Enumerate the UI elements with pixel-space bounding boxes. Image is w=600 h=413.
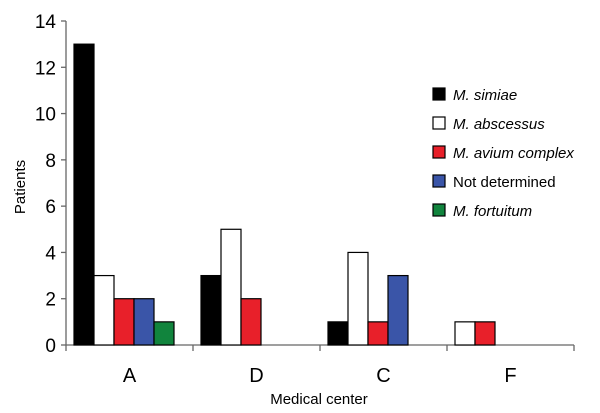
x-tick-label: A: [123, 365, 137, 387]
x-tick-label: D: [249, 365, 263, 387]
bar: [387, 274, 409, 346]
legend-swatch: [432, 203, 446, 217]
legend-label: M. abscessus: [453, 116, 545, 133]
x-tick-label: F: [504, 365, 516, 387]
legend-swatch: [432, 87, 446, 101]
legend-swatch: [432, 145, 446, 159]
legend-label: M. fortuitum: [453, 203, 532, 220]
y-tick-label: 8: [45, 151, 56, 172]
legend-label: M. simiae: [453, 87, 517, 104]
bar: [93, 274, 115, 346]
bar: [474, 321, 496, 346]
y-axis-title: Patients: [12, 160, 29, 214]
legend-swatch: [432, 116, 446, 130]
bar: [153, 321, 175, 346]
legend-label: Not determined: [453, 174, 556, 191]
bar: [454, 321, 476, 346]
y-tick-label: 10: [35, 105, 56, 126]
bar: [133, 298, 155, 346]
bar: [240, 298, 262, 346]
y-tick-label: 6: [45, 197, 56, 218]
legend: M. simiae M. abscessus M. avium complex Not…: [432, 87, 574, 220]
legend-swatch: [432, 174, 446, 188]
x-tick-label: C: [376, 365, 390, 387]
y-tick-label: 12: [35, 58, 56, 79]
bar: [327, 321, 349, 346]
legend-label: M. avium complex: [453, 145, 574, 162]
plot-area: 0 2 4 6 8 10 12 14 A D C F: [35, 12, 575, 387]
y-tick-label: 14: [35, 12, 57, 33]
y-tick-label: 4: [45, 243, 56, 264]
y-tick-label: 0: [45, 336, 56, 357]
bar: [220, 228, 242, 346]
bar: [367, 321, 389, 346]
y-tick-label: 2: [45, 290, 56, 311]
bar: [73, 43, 95, 346]
bar: [347, 251, 369, 346]
bar: [200, 274, 222, 346]
x-axis-title: Medical center: [270, 391, 368, 408]
bar: [113, 298, 135, 346]
